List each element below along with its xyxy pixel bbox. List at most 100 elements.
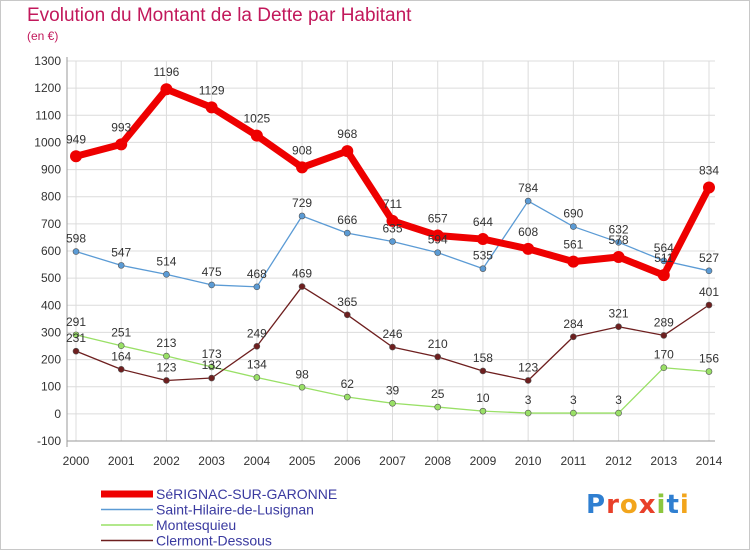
data-label-1: 564 <box>654 241 674 255</box>
data-point-0 <box>657 269 670 282</box>
data-point-2 <box>434 403 442 411</box>
data-label-2: 62 <box>341 377 355 391</box>
data-label-1: 468 <box>247 267 267 281</box>
data-point-3 <box>660 332 668 339</box>
data-point-1 <box>163 271 170 278</box>
data-point-2 <box>163 352 170 360</box>
data-point-1 <box>524 197 532 205</box>
data-point-3 <box>434 353 442 361</box>
data-label-3: 321 <box>609 307 629 321</box>
data-label-3: 132 <box>202 358 222 372</box>
data-label-1: 690 <box>563 207 583 221</box>
data-label-3: 158 <box>473 351 493 365</box>
y-tick-label: 900 <box>41 163 61 177</box>
data-point-3 <box>117 366 125 373</box>
chart-title: Evolution du Montant de la Dette par Hab… <box>27 5 412 26</box>
y-tick-label: 600 <box>41 244 61 258</box>
x-tick-label: 2007 <box>379 454 406 468</box>
data-point-1 <box>389 238 396 245</box>
data-label-0: 511 <box>654 251 673 265</box>
x-tick-label: 2000 <box>63 454 90 468</box>
data-point-2 <box>389 399 396 407</box>
data-label-3: 284 <box>563 317 583 331</box>
legend-label-3: Clermont-Dessous <box>156 533 272 549</box>
x-tick-label: 2003 <box>198 454 225 468</box>
data-label-2: 25 <box>431 387 445 401</box>
data-label-1: 514 <box>156 254 176 268</box>
data-point-1 <box>253 283 261 291</box>
data-point-1 <box>615 239 622 246</box>
x-tick-label: 2005 <box>289 454 316 468</box>
data-point-3 <box>389 343 396 351</box>
data-label-3: 365 <box>337 295 357 309</box>
data-point-2 <box>615 409 622 417</box>
x-tick-label: 2001 <box>108 454 135 468</box>
y-tick-label: 1100 <box>35 108 61 122</box>
data-point-3 <box>570 333 577 341</box>
data-label-2: 156 <box>699 352 719 366</box>
x-tick-label: 2008 <box>424 454 451 468</box>
data-point-0 <box>703 181 715 194</box>
data-label-2: 291 <box>66 315 86 329</box>
y-tick-label: -100 <box>37 434 61 448</box>
data-label-3: 164 <box>111 349 131 363</box>
data-label-1: 594 <box>428 233 448 247</box>
data-point-0 <box>205 101 218 114</box>
data-label-2: 173 <box>202 347 222 361</box>
legend-label-0: SéRIGNAC-SUR-GARONNE <box>156 486 337 502</box>
data-label-0: 968 <box>337 127 357 141</box>
data-label-3: 469 <box>292 267 312 281</box>
data-point-0 <box>431 229 444 242</box>
data-point-0 <box>115 138 128 151</box>
data-label-2: 3 <box>570 393 577 407</box>
data-label-0: 834 <box>699 163 719 177</box>
data-label-0: 561 <box>563 238 583 252</box>
data-point-2 <box>253 374 261 381</box>
data-label-0: 1129 <box>199 83 225 97</box>
data-label-0: 1025 <box>244 112 271 126</box>
data-point-2 <box>343 393 351 401</box>
data-label-1: 527 <box>699 251 719 265</box>
data-point-3 <box>343 311 351 319</box>
data-label-1: 535 <box>473 249 493 263</box>
x-tick-label: 2011 <box>560 454 586 468</box>
data-label-1: 632 <box>609 222 629 236</box>
data-label-3: 249 <box>247 326 267 340</box>
data-point-2 <box>208 363 215 371</box>
x-tick-label: 2014 <box>696 454 723 468</box>
x-tick-label: 2012 <box>605 454 632 468</box>
data-label-3: 246 <box>382 327 402 341</box>
data-label-2: 3 <box>615 393 622 407</box>
data-point-3 <box>253 342 261 350</box>
legend-label-1: Saint-Hilaire-de-Lusignan <box>156 502 314 518</box>
data-label-0: 644 <box>473 215 493 229</box>
y-tick-label: 300 <box>41 325 61 339</box>
data-label-2: 98 <box>295 367 309 381</box>
data-point-2 <box>705 368 713 375</box>
data-label-0: 578 <box>609 233 629 247</box>
data-label-2: 134 <box>247 357 267 371</box>
data-point-2 <box>117 342 125 350</box>
y-tick-label: 400 <box>41 298 61 312</box>
y-tick-label: 800 <box>41 190 61 204</box>
y-tick-label: 0 <box>54 407 61 421</box>
data-point-1 <box>298 212 306 220</box>
data-label-0: 608 <box>518 225 538 239</box>
data-point-1 <box>570 223 577 230</box>
data-point-0 <box>476 233 489 246</box>
data-point-1 <box>117 262 125 269</box>
data-label-0: 993 <box>111 120 131 134</box>
data-point-2 <box>570 409 577 417</box>
data-point-1 <box>434 249 442 256</box>
data-point-3 <box>163 377 170 384</box>
data-label-2: 213 <box>156 336 176 350</box>
y-tick-label: 700 <box>41 217 61 231</box>
x-tick-label: 2002 <box>153 454 180 468</box>
data-point-1 <box>660 257 668 265</box>
data-label-1: 635 <box>382 222 402 236</box>
data-label-2: 39 <box>386 383 400 397</box>
data-point-3 <box>615 323 622 331</box>
data-label-3: 289 <box>654 315 674 329</box>
data-point-2 <box>660 364 668 372</box>
